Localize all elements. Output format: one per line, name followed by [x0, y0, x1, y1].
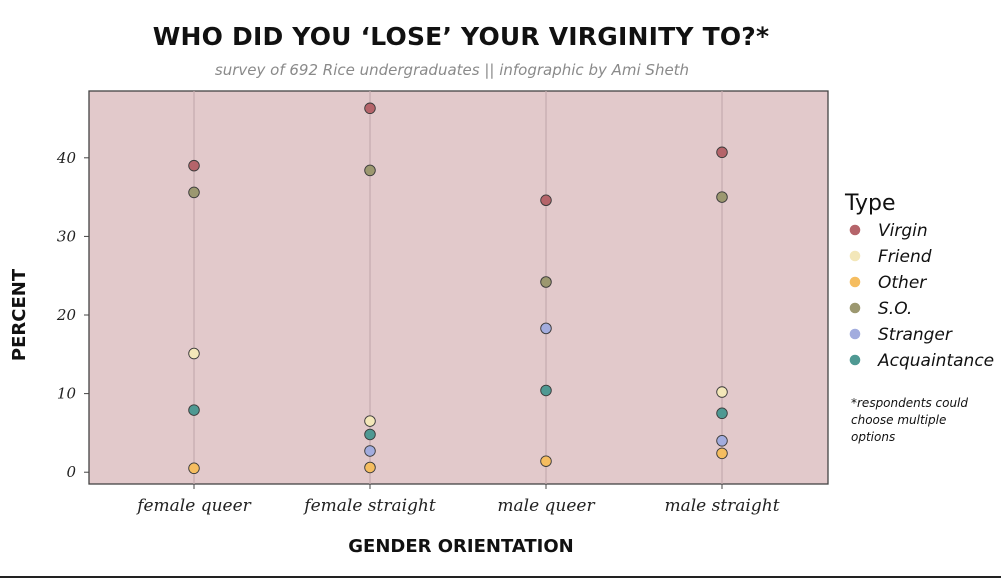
data-point — [540, 384, 552, 397]
chart-subtitle: survey of 692 Rice undergraduates || inf… — [215, 61, 689, 79]
y-tick-label: 10 — [57, 385, 77, 403]
legend-title: Type — [844, 191, 896, 216]
data-point — [540, 455, 552, 467]
legend-label: Other — [878, 273, 927, 293]
plot-area — [88, 90, 829, 485]
x-tick-label: female queer — [135, 496, 251, 516]
data-point — [364, 461, 376, 474]
data-point — [188, 462, 200, 475]
data-points — [188, 102, 728, 475]
x-tick-label: male queer — [497, 496, 595, 516]
y-tick-labels: 0 10 20 30 40 — [56, 149, 89, 481]
y-axis-title: PERCENT — [9, 268, 30, 361]
y-tick-label: 0 — [66, 463, 76, 481]
data-point — [716, 191, 728, 203]
data-point — [716, 435, 728, 447]
x-tick-label: male straight — [664, 496, 779, 516]
chart-title: WHO DID YOU ‘LOSE’ YOUR VIRGINITY TO?* — [153, 22, 770, 51]
data-point — [364, 415, 376, 427]
legend-swatch — [849, 250, 861, 262]
legend-label: Acquaintance — [877, 351, 994, 371]
y-tick-label: 20 — [56, 306, 77, 324]
legend-swatch — [849, 276, 861, 288]
data-point — [540, 322, 552, 335]
legend-note: *respondents could choose multiple options — [851, 396, 968, 444]
data-point — [188, 347, 200, 360]
legend-label: Friend — [878, 247, 932, 267]
data-point — [364, 428, 376, 441]
legend: Virgin Friend Other S.O. Stranger Acquaintanc… — [849, 221, 994, 371]
data-point — [716, 407, 728, 420]
data-point — [188, 404, 200, 416]
x-tick-label: female straight — [302, 496, 436, 516]
legend-label: Stranger — [878, 325, 953, 345]
legend-swatch — [849, 354, 861, 366]
data-point — [716, 447, 728, 460]
data-point — [716, 386, 728, 398]
x-tick-labels: female queer female straight male queer mal… — [135, 484, 780, 516]
note-line: options — [851, 430, 895, 444]
legend-swatch — [849, 224, 861, 236]
y-tick-label: 30 — [57, 227, 77, 245]
legend-swatch — [849, 302, 861, 314]
data-point — [540, 194, 552, 207]
data-point — [364, 102, 376, 115]
legend-label: Virgin — [878, 221, 928, 241]
data-point — [364, 164, 376, 177]
data-point — [188, 186, 200, 199]
x-axis-title: GENDER ORIENTATION — [348, 536, 573, 557]
legend-swatch — [849, 328, 861, 340]
data-point — [540, 276, 552, 288]
data-point — [716, 146, 728, 159]
note-line: choose multiple — [851, 413, 946, 427]
y-tick-label: 40 — [56, 149, 77, 167]
note-line: *respondents could — [851, 396, 968, 410]
data-point — [188, 159, 200, 172]
data-point — [364, 445, 376, 457]
legend-label: S.O. — [878, 299, 912, 319]
